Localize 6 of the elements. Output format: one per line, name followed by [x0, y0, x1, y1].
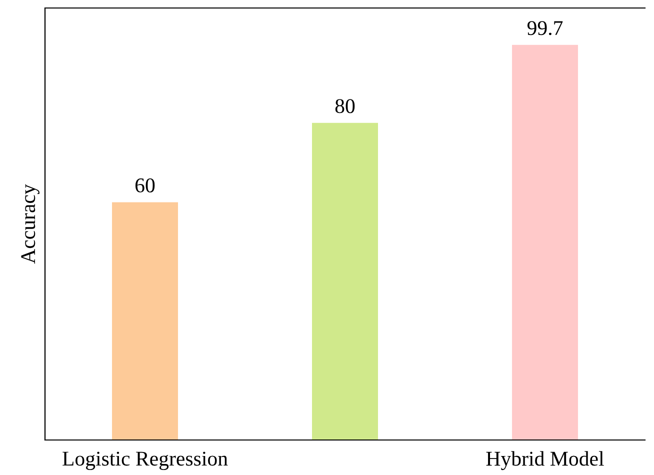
- data-label: 99.7: [527, 21, 563, 36]
- x-tick-label: Logistic Regression: [62, 452, 228, 470]
- x-tick-label: Hybrid Model: [486, 451, 604, 470]
- data-label: 60: [135, 178, 155, 192]
- data-label: 80: [335, 99, 355, 114]
- y-axis-title: Accuracy: [21, 184, 40, 264]
